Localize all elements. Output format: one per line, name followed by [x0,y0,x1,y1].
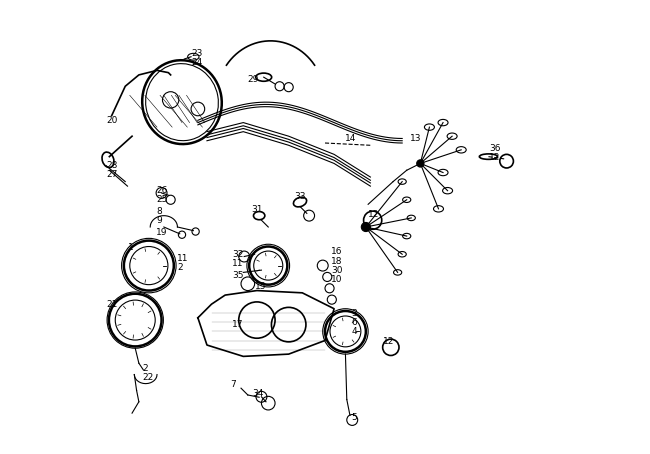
Text: 26: 26 [156,186,168,195]
Text: 12: 12 [383,337,395,346]
Text: 33: 33 [294,192,305,201]
Text: 30: 30 [331,266,343,275]
Text: 34: 34 [252,389,264,398]
Text: 29: 29 [247,75,258,84]
Text: 36: 36 [489,144,501,153]
Text: 12: 12 [489,153,500,163]
Text: 20: 20 [106,116,118,125]
Text: 1: 1 [127,243,133,252]
Text: 25: 25 [156,195,168,204]
Text: 5: 5 [352,413,357,422]
Text: 3: 3 [352,309,357,318]
Text: 16: 16 [331,247,343,257]
Text: 17: 17 [232,320,244,329]
Text: 27: 27 [106,170,118,179]
Text: 35: 35 [233,271,244,280]
Text: 22: 22 [142,373,154,382]
Text: 7: 7 [231,380,237,389]
Text: 8: 8 [156,207,162,216]
Text: 11: 11 [177,254,189,263]
Text: 10: 10 [331,275,343,284]
Text: 11: 11 [233,259,244,268]
Text: 24: 24 [191,58,202,67]
Circle shape [417,160,424,167]
Text: 6: 6 [352,318,357,327]
Text: 12: 12 [368,210,379,219]
Text: 2: 2 [142,364,148,373]
Text: 4: 4 [352,327,357,336]
Circle shape [361,222,370,232]
Text: 28: 28 [106,161,118,170]
Text: 21: 21 [106,300,118,309]
Text: 18: 18 [331,257,343,266]
Text: 32: 32 [233,250,244,259]
Text: 14: 14 [344,134,356,143]
Text: 31: 31 [252,205,263,214]
Text: 13: 13 [410,134,422,143]
Text: 23: 23 [191,49,202,58]
Text: 15: 15 [255,281,266,291]
Text: 2: 2 [177,263,183,272]
Text: 19: 19 [156,228,168,237]
Text: 9: 9 [156,216,162,225]
